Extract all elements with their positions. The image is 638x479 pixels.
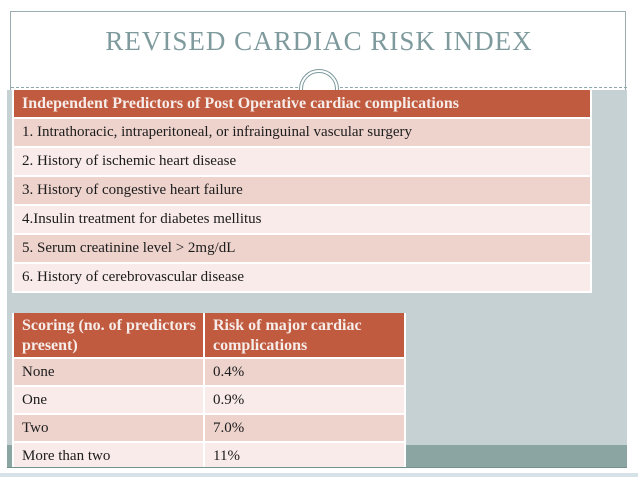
bottom-edge-strip bbox=[0, 473, 638, 477]
predictor-row-6: 6. History of cerebrovascular disease bbox=[14, 264, 590, 291]
predictors-table-header: Independent Predictors of Post Operative… bbox=[14, 90, 590, 117]
score-cell: None bbox=[14, 359, 205, 385]
scoring-table: Scoring (no. of predictors present) Risk… bbox=[12, 313, 406, 467]
scoring-header-cell: Scoring (no. of predictors present) bbox=[14, 313, 205, 357]
content-area: Independent Predictors of Post Operative… bbox=[7, 90, 627, 468]
risk-cell: 11% bbox=[213, 448, 240, 464]
risk-cell: 0.9% bbox=[213, 392, 245, 408]
scoring-row-two: Two 7.0% bbox=[14, 415, 404, 441]
score-cell: One bbox=[14, 387, 205, 413]
predictor-row-1: 1. Intrathoracic, intraperitoneal, or in… bbox=[14, 119, 590, 146]
score-cell: Two bbox=[14, 415, 205, 441]
predictors-table: Independent Predictors of Post Operative… bbox=[12, 90, 592, 293]
risk-header-cell: Risk of major cardiac complications bbox=[213, 317, 362, 354]
predictor-row-5: 5. Serum creatinine level > 2mg/dL bbox=[14, 235, 590, 262]
slide-title: REVISED CARDIAC RISK INDEX bbox=[105, 26, 533, 56]
scoring-row-none: None 0.4% bbox=[14, 359, 404, 385]
predictor-row-4: 4.Insulin treatment for diabetes mellitu… bbox=[14, 206, 590, 233]
risk-cell: 7.0% bbox=[213, 420, 245, 436]
predictor-row-3: 3. History of congestive heart failure bbox=[14, 177, 590, 204]
score-cell: More than two bbox=[14, 443, 205, 467]
scoring-row-one: One 0.9% bbox=[14, 387, 404, 413]
scoring-row-more-than-two: More than two 11% bbox=[14, 443, 404, 467]
predictor-row-2: 2. History of ischemic heart disease bbox=[14, 148, 590, 175]
risk-cell: 0.4% bbox=[213, 364, 245, 380]
scoring-table-header-row: Scoring (no. of predictors present) Risk… bbox=[14, 313, 404, 357]
